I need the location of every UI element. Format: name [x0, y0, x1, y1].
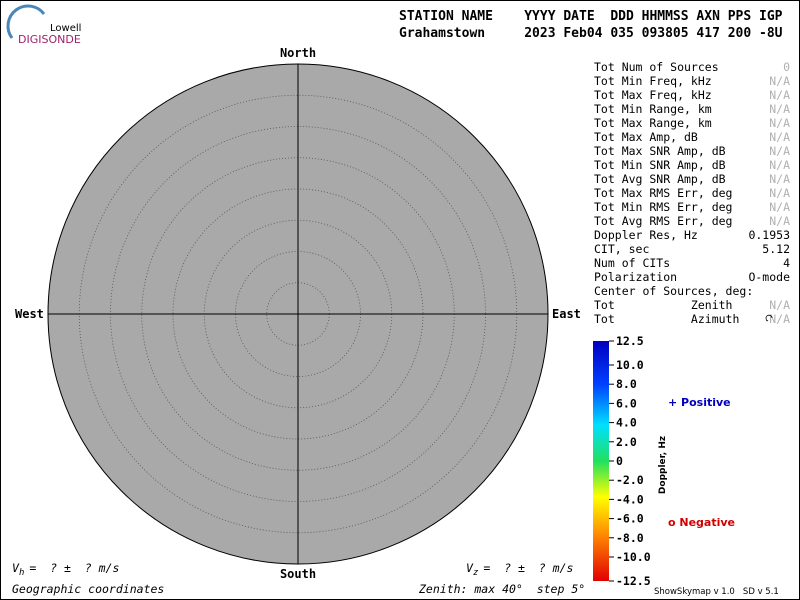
zenith-note: Zenith: max 40° step 5°	[418, 582, 585, 596]
compass-south: South	[280, 567, 316, 581]
colorbar-tick-label: 0	[616, 454, 623, 468]
stat-label: Tot Max RMS Err, deg	[594, 186, 732, 200]
logo-big: DIGISONDE	[18, 33, 81, 46]
stat-value: N/A	[769, 172, 790, 186]
stat-value: N/A	[769, 144, 790, 158]
logo-arc	[6, 4, 46, 39]
stat-value: 0	[783, 60, 790, 74]
compass-east: East	[552, 307, 581, 321]
vh-sub: h	[19, 568, 24, 578]
stat-value: N/A	[769, 158, 790, 172]
vh: Vh = ? ± ? m/s	[12, 561, 119, 578]
coords: Geographic coordinates	[12, 582, 164, 596]
stat-value: N/A	[769, 102, 790, 116]
stat-label: Tot Num of Sources	[594, 60, 719, 74]
stat-label: Tot Avg SNR Amp, dB	[594, 172, 726, 186]
azimuth-icon	[765, 314, 773, 322]
stat-value: N/A	[769, 298, 790, 312]
colorbar-tick-label: 6.0	[616, 396, 637, 410]
stat-value: N/A	[769, 130, 790, 144]
stat-label: Tot Zenith	[594, 298, 732, 312]
stat-label: Tot Avg RMS Err, deg	[594, 214, 732, 228]
stat-label: Tot Max Range, km	[594, 116, 712, 130]
stat-label: Polarization	[594, 270, 677, 284]
stat-value: N/A	[769, 74, 790, 88]
compass-north: North	[280, 46, 316, 60]
stat-value: N/A	[769, 312, 790, 326]
stat-value: 0.1953	[748, 228, 790, 242]
colorbar-tick-label: 10.0	[616, 358, 644, 372]
colorbar-tick-label: 4.0	[616, 416, 637, 430]
colorbar	[593, 341, 609, 581]
stat-label: Tot Min SNR Amp, dB	[594, 158, 726, 172]
colorbar-tick-label: -2.0	[616, 473, 644, 487]
stat-value: O-mode	[748, 270, 790, 284]
legend-positive: + Positive	[668, 396, 731, 409]
header-line: Grahamstown 2023 Feb04 035 093805 417 20…	[399, 26, 783, 41]
stat-value: N/A	[769, 116, 790, 130]
vz: Vz = ? ± ? m/s	[466, 561, 573, 578]
stat-label: Tot Azimuth	[594, 312, 739, 326]
vh-symbol: V	[12, 561, 20, 575]
colorbar-tick-label: -10.0	[616, 550, 651, 564]
vh-text: = ? ± ? m/s	[29, 561, 119, 575]
stat-value: N/A	[769, 88, 790, 102]
stat-label: Center of Sources, deg:	[594, 284, 753, 298]
logo-small: Lowell	[50, 23, 81, 34]
stat-label: Num of CITs	[594, 256, 670, 270]
stat-label: CIT, sec	[594, 242, 649, 256]
stat-label: Tot Max Freq, kHz	[594, 88, 712, 102]
stat-value: N/A	[769, 200, 790, 214]
colorbar-tick-label: 12.5	[616, 334, 644, 348]
vz-symbol: V	[466, 561, 474, 575]
vz-sub: z	[473, 568, 478, 578]
vz-text: = ? ± ? m/s	[483, 561, 573, 575]
stat-value: N/A	[769, 186, 790, 200]
colorbar-tick-label: 8.0	[616, 377, 637, 391]
colorbar-tick-label: -4.0	[616, 492, 644, 506]
stat-label: Tot Min Range, km	[594, 102, 712, 116]
compass-west: West	[15, 307, 44, 321]
colorbar-label: Doppler, Hz	[658, 436, 668, 494]
header-line: STATION NAME YYYY DATE DDD HHMMSS AXN PP…	[399, 9, 783, 24]
colorbar-tick-label: -6.0	[616, 512, 644, 526]
legend-negative: o Negative	[668, 516, 735, 529]
stat-label: Tot Min Freq, kHz	[594, 74, 712, 88]
colorbar-tick-label: -8.0	[616, 531, 644, 545]
version: ShowSkymap v 1.0 SD v 5.1	[654, 587, 779, 597]
stat-label: Tot Max SNR Amp, dB	[594, 144, 726, 158]
colorbar-tick-label: -12.5	[616, 574, 651, 588]
stat-label: Doppler Res, Hz	[594, 228, 698, 242]
colorbar-tick-label: 2.0	[616, 435, 637, 449]
stat-label: Tot Max Amp, dB	[594, 130, 698, 144]
stat-value: N/A	[769, 214, 790, 228]
stat-label: Tot Min RMS Err, deg	[594, 200, 732, 214]
stat-value: 4	[783, 256, 790, 270]
stat-value: 5.12	[762, 242, 790, 256]
